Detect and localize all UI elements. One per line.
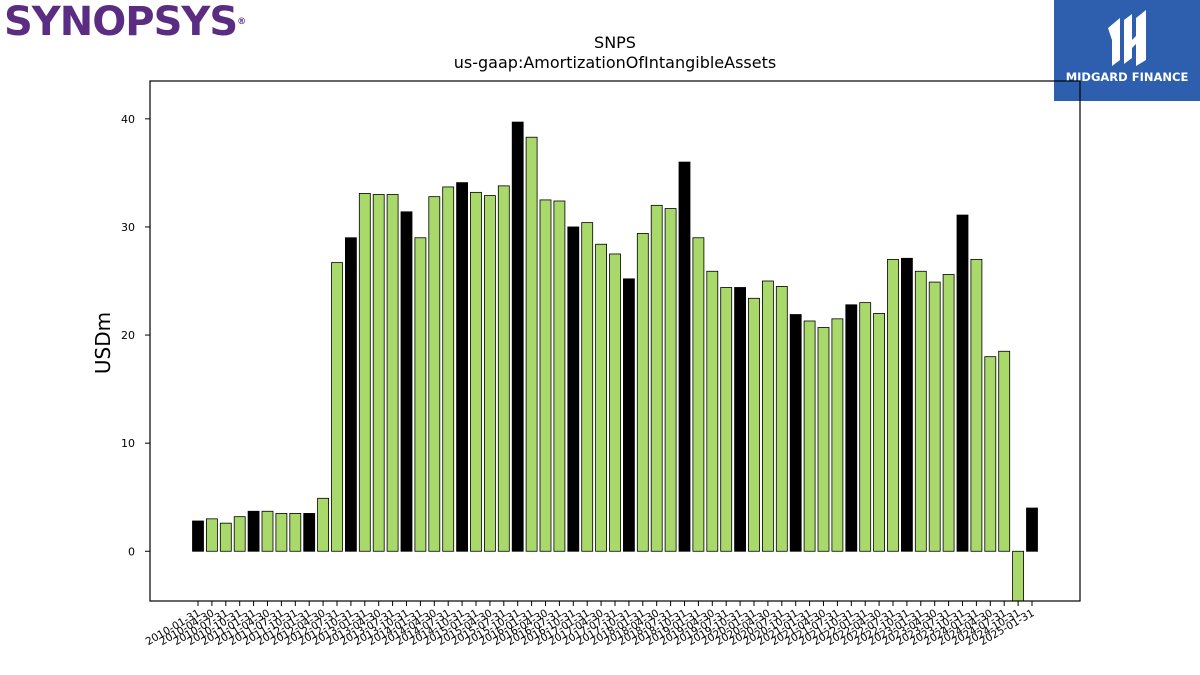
bar [970,258,983,552]
bar [623,278,635,552]
y-axis-label: USDm [91,312,115,374]
bar [205,518,218,552]
bar [692,237,705,552]
bar [609,253,621,552]
bar [539,199,552,552]
bar [831,318,844,552]
y-tick-label: 20 [121,329,135,342]
registered-mark: ® [237,17,246,27]
bar [372,194,385,552]
bar [414,237,427,552]
bar [1012,550,1024,602]
bar [817,327,830,552]
partner-name: MIDGARD FINANCE [1065,70,1189,84]
y-tick-label: 10 [121,437,135,450]
midgard-finance-badge: MIDGARD FINANCE [1054,0,1200,101]
bar [734,287,746,552]
bar [775,286,788,552]
bar [845,304,858,552]
bar [720,287,733,552]
bar [567,226,580,552]
bar [358,193,371,552]
bar [859,302,872,552]
bar [636,233,649,552]
bar [219,522,232,552]
bar [525,136,538,552]
bar [789,314,802,552]
bar [261,510,274,552]
bar [762,280,774,552]
bar [331,262,343,552]
bar [928,281,941,552]
bar [428,196,441,552]
bar [942,274,955,552]
bar [192,520,204,552]
bar [998,350,1011,552]
bar [233,516,246,552]
y-tick-label: 40 [121,113,135,126]
plot-frame [149,80,1081,602]
bar [914,270,927,552]
bar [803,320,816,552]
bar [275,513,288,552]
bar [664,208,677,552]
bar [650,204,663,552]
bar [873,313,885,552]
synopsys-logo: SYNOPSYS® [4,0,246,46]
bar [344,237,357,552]
y-tick-label: 30 [121,221,135,234]
bar [442,186,455,552]
bar [887,258,899,552]
bar [317,497,330,552]
bar [901,257,913,552]
midgard-logo-icon [1108,10,1146,66]
bar [678,161,691,552]
bar [1026,507,1038,552]
bar [984,356,997,552]
bar [456,182,469,552]
synopsys-logo-text: SYNOPSYS [4,0,238,45]
bar [581,222,594,552]
bar [595,243,607,552]
bar [289,513,302,552]
bar [553,200,566,552]
bar [706,270,719,552]
bar [470,191,482,552]
bar [483,195,496,552]
plot-area: 0102030402010-01-312010-04-302010-07-312… [121,113,1038,648]
bar [400,211,413,552]
bar [956,214,969,552]
bar [247,510,260,552]
bar [748,297,760,552]
chart-title: SNPS [594,33,636,52]
bar [511,121,524,552]
bar [497,185,510,552]
bar [386,194,399,552]
y-tick-label: 0 [128,545,135,558]
bar [303,513,316,552]
chart-subtitle: us-gaap:AmortizationOfIntangibleAssets [454,53,776,72]
